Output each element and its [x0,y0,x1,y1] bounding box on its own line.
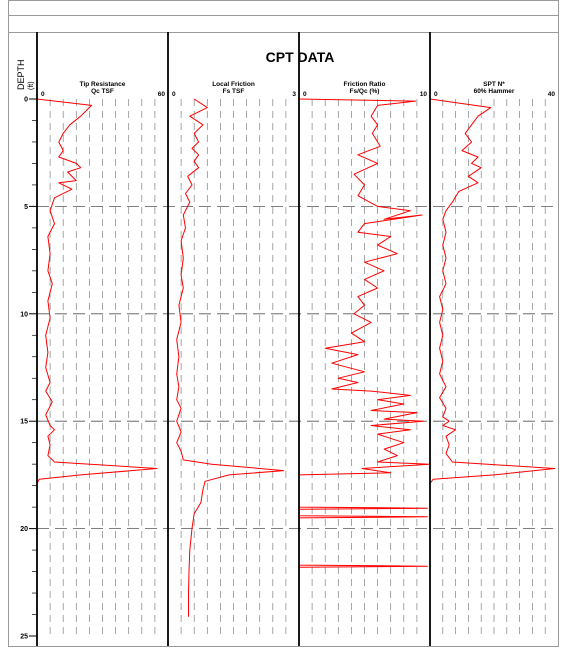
track-4-label: SPT N* [483,81,505,88]
track-1-max-label: 60 [158,91,166,98]
outer-border [8,0,559,647]
track-2-max-label: 3 [292,91,296,98]
track-3-series-line [298,98,431,636]
track-3-label: Friction Ratio [344,81,386,88]
depth-unit: (ft) [28,81,35,90]
track-2-unit: Fs TSF [223,88,245,95]
track-1-min-label: 0 [41,91,45,98]
depth-tick-label-25: 25 [20,634,28,641]
track-1-unit: Qc TSF [91,88,114,95]
track-3-max-label: 10 [420,91,428,98]
track-3-unit: Fs/Qc (%) [350,88,380,95]
track-3-min-label: 0 [303,91,307,98]
depth-tick-label-5: 5 [24,204,28,211]
track-1-series-line [36,98,158,636]
depth-tick-label-10: 10 [20,311,28,318]
track-1-label: Tip Resistance [80,81,126,88]
track-4-max-label: 40 [548,91,556,98]
track-2-label: Local Friction [212,81,255,88]
track-2-series-line [176,98,285,617]
track-4-min-label: 0 [434,91,438,98]
grid-layer [37,99,558,636]
page-frame [8,0,559,647]
depth-label: DEPTH [16,59,26,90]
track-4-unit: 60% Hammer [474,88,515,95]
track-4-series-line [429,98,556,636]
depth-tick-label-20: 20 [20,526,28,533]
depth-axis-label: DEPTH (ft) [16,59,35,90]
track-4: SPT N*60% Hammer 0 40 [429,81,556,636]
depth-axis: 0 5 10 15 20 25 [20,32,431,646]
depth-tick-label-15: 15 [20,419,28,426]
track-2-min-label: 0 [172,91,176,98]
depth-tick-label-0: 0 [24,97,28,104]
chart-title: CPT DATA [266,49,335,65]
